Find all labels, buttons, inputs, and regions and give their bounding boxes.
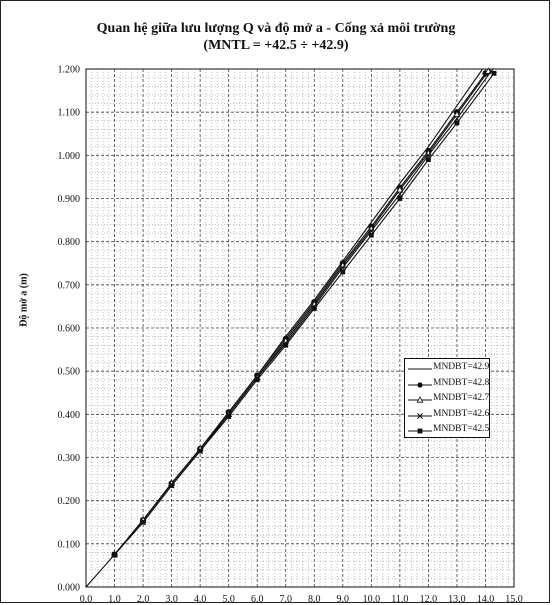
legend-label: MNDBT=42.7	[433, 393, 490, 403]
legend-item: MNDBT=42.6	[405, 408, 489, 424]
series-line-2	[114, 70, 489, 555]
x-tick-label: 11.0	[391, 594, 408, 605]
legend-label: MNDBT=42.9	[433, 362, 490, 372]
data-point-4	[311, 306, 317, 311]
data-point-4	[454, 120, 460, 126]
x-tick-label: 15.0	[505, 594, 523, 605]
data-point-4	[368, 232, 374, 238]
legend-label: MNDBT=42.5	[433, 424, 490, 434]
data-point-4	[226, 414, 232, 419]
y-tick-label: 1.100	[58, 108, 81, 119]
x-tick-label: 6.0	[251, 594, 264, 605]
x-tick-label: 5.0	[222, 594, 235, 605]
x-tick-label: 9.0	[337, 594, 350, 605]
data-point-4	[112, 552, 117, 558]
x-tick-label: 12.0	[420, 594, 438, 605]
y-tick-label: 0.100	[58, 539, 81, 550]
y-tick-label: 0.300	[58, 453, 81, 464]
y-tick-label: 1.000	[58, 151, 81, 162]
series-line-4	[114, 72, 495, 555]
data-point-4	[169, 483, 174, 488]
y-tick-label: 0.000	[58, 583, 81, 594]
legend-marker	[416, 396, 424, 403]
legend-marker	[417, 428, 423, 434]
chart-title: Quan hệ giữa lưu lượng Q và độ mở a - Cố…	[96, 21, 456, 36]
plot-area-border	[85, 68, 515, 588]
x-tick-label: 10.0	[363, 594, 381, 605]
legend-marker	[417, 381, 423, 388]
y-tick-label: 0.900	[58, 194, 81, 205]
y-tick-label: 0.200	[58, 496, 81, 507]
data-point-4	[283, 342, 289, 348]
legend-label: MNDBT=42.8	[433, 377, 490, 388]
data-point-4	[491, 70, 497, 76]
legend-swatch	[408, 396, 432, 403]
x-tick-label: 13.0	[448, 594, 466, 605]
legend-swatch	[408, 428, 432, 434]
y-tick-label: 0.400	[58, 410, 81, 421]
legend-item: MNDBT=42.7	[405, 392, 489, 408]
y-tick-label: 0.800	[58, 237, 81, 248]
legend: MNDBT=42.9 MNDBT=42.8 MNDBT=42.7 MNDBT=42.6…	[404, 358, 490, 438]
legend-swatch	[408, 368, 432, 370]
legend-item: MNDBT=42.8	[405, 377, 489, 393]
x-tick-label: 4.0	[194, 594, 207, 605]
y-tick-label: 0.700	[58, 280, 81, 291]
y-tick-label: 0.500	[58, 367, 81, 378]
x-tick-label: 8.0	[308, 594, 321, 605]
x-tick-label: 14.0	[477, 594, 495, 605]
legend-marker	[417, 412, 423, 419]
data-point-2	[453, 110, 461, 117]
x-tick-label: 7.0	[279, 594, 292, 605]
legend-item: MNDBT=42.9	[405, 361, 489, 377]
x-tick-label: 1.0	[108, 594, 121, 605]
chart-subtitle: (MNTL = +42.5 ÷ +42.9)	[203, 38, 349, 53]
data-point-4	[140, 519, 146, 525]
data-point-2	[396, 186, 404, 193]
y-tick-label: 1.200	[58, 65, 81, 76]
x-tick-label: 3.0	[165, 594, 178, 605]
data-point-4	[254, 377, 260, 383]
data-point-4	[397, 196, 403, 201]
y-tick-label: 0.600	[58, 324, 81, 335]
data-point-4	[197, 448, 203, 454]
x-tick-label: 2.0	[137, 594, 150, 605]
legend-swatch	[408, 412, 432, 419]
legend-item: MNDBT=42.5	[405, 423, 489, 439]
legend-swatch	[408, 381, 432, 388]
data-point-4	[340, 269, 346, 275]
data-point-4	[426, 157, 431, 163]
legend-label: MNDBT=42.6	[433, 408, 490, 419]
x-tick-label: 0.0	[80, 594, 93, 605]
